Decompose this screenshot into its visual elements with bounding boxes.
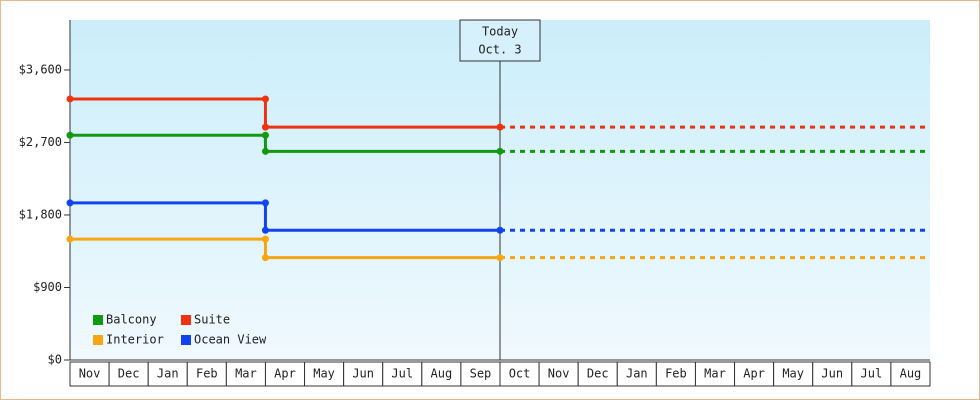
month-cell xyxy=(382,361,423,387)
month-cell xyxy=(655,361,696,387)
point xyxy=(261,147,269,155)
month-cell xyxy=(304,361,345,387)
point xyxy=(261,95,269,103)
y-tick-label: $2,700 xyxy=(19,135,62,149)
today-label: Today xyxy=(482,25,518,39)
month-cell xyxy=(616,361,657,387)
month-cell xyxy=(812,361,853,387)
x-tick-label: Jun xyxy=(352,367,374,381)
legend-swatch xyxy=(93,315,103,325)
legend-swatch xyxy=(93,335,103,345)
legend-label: Balcony xyxy=(106,313,157,327)
legend-swatch xyxy=(181,335,191,345)
x-tick-label: Jan xyxy=(157,367,179,381)
legend-label: Ocean View xyxy=(194,333,267,347)
x-tick-label: Nov xyxy=(548,367,570,381)
legend-swatch xyxy=(181,315,191,325)
x-tick-label: Jun xyxy=(821,367,843,381)
month-cell xyxy=(694,361,736,387)
x-tick-label: Feb xyxy=(665,367,687,381)
x-tick-label: Aug xyxy=(900,367,922,381)
point xyxy=(261,254,269,262)
x-tick-label: Nov xyxy=(79,367,101,381)
x-tick-label: Dec xyxy=(118,367,140,381)
month-cell xyxy=(773,361,814,387)
x-tick-label: May xyxy=(782,367,804,381)
y-tick-label: $1,800 xyxy=(19,207,62,221)
x-tick-label: Dec xyxy=(587,367,609,381)
today-date: Oct. 3 xyxy=(478,43,521,57)
point xyxy=(496,254,504,262)
point xyxy=(496,147,504,155)
legend-label: Interior xyxy=(106,333,164,347)
month-cell xyxy=(421,361,462,387)
month-cell xyxy=(734,361,775,387)
month-cell xyxy=(577,361,618,387)
point xyxy=(261,235,269,243)
x-tick-label: Feb xyxy=(196,367,218,381)
month-cell xyxy=(186,361,227,387)
month-cell xyxy=(538,361,579,387)
point xyxy=(261,123,269,131)
month-cell xyxy=(225,361,266,387)
point xyxy=(66,199,74,207)
x-tick-label: Mar xyxy=(235,367,257,381)
x-tick-label: Jan xyxy=(626,367,648,381)
x-tick-label: Sep xyxy=(470,367,492,381)
x-tick-label: Apr xyxy=(743,367,765,381)
month-cell xyxy=(264,361,306,387)
x-tick-label: Aug xyxy=(431,367,453,381)
month-cell xyxy=(343,361,384,387)
x-tick-label: Apr xyxy=(274,367,296,381)
point xyxy=(66,95,74,103)
legend-label: Suite xyxy=(194,313,230,327)
x-tick-label: Jul xyxy=(391,367,413,381)
x-tick-label: Mar xyxy=(704,367,726,381)
point xyxy=(66,131,74,139)
month-cell xyxy=(147,361,188,387)
point xyxy=(496,123,504,131)
point xyxy=(261,131,269,139)
y-tick-label: $3,600 xyxy=(19,62,62,76)
month-cell xyxy=(890,361,931,387)
month-cell xyxy=(69,361,110,387)
point xyxy=(66,235,74,243)
point xyxy=(261,226,269,234)
month-cell xyxy=(108,361,149,387)
today-box xyxy=(459,19,541,62)
x-tick-label: Oct xyxy=(509,367,531,381)
point xyxy=(261,199,269,207)
point xyxy=(496,226,504,234)
y-tick-label: $900 xyxy=(33,280,62,294)
x-tick-label: Jul xyxy=(861,367,883,381)
x-tick-label: May xyxy=(313,367,335,381)
y-tick-label: $0 xyxy=(48,353,62,367)
